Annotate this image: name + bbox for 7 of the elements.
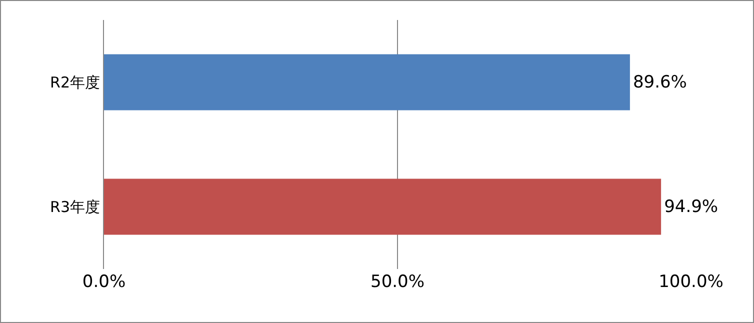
x-tick-label: 100.0% xyxy=(658,272,724,292)
data-label: 89.6% xyxy=(632,72,687,92)
x-tick-label: 0.0% xyxy=(82,272,126,292)
x-tick-label: 50.0% xyxy=(370,272,425,292)
data-label: 94.9% xyxy=(664,196,718,217)
y-tick-label: R3年度 xyxy=(50,198,100,216)
y-tick-label: R2年度 xyxy=(50,74,100,92)
